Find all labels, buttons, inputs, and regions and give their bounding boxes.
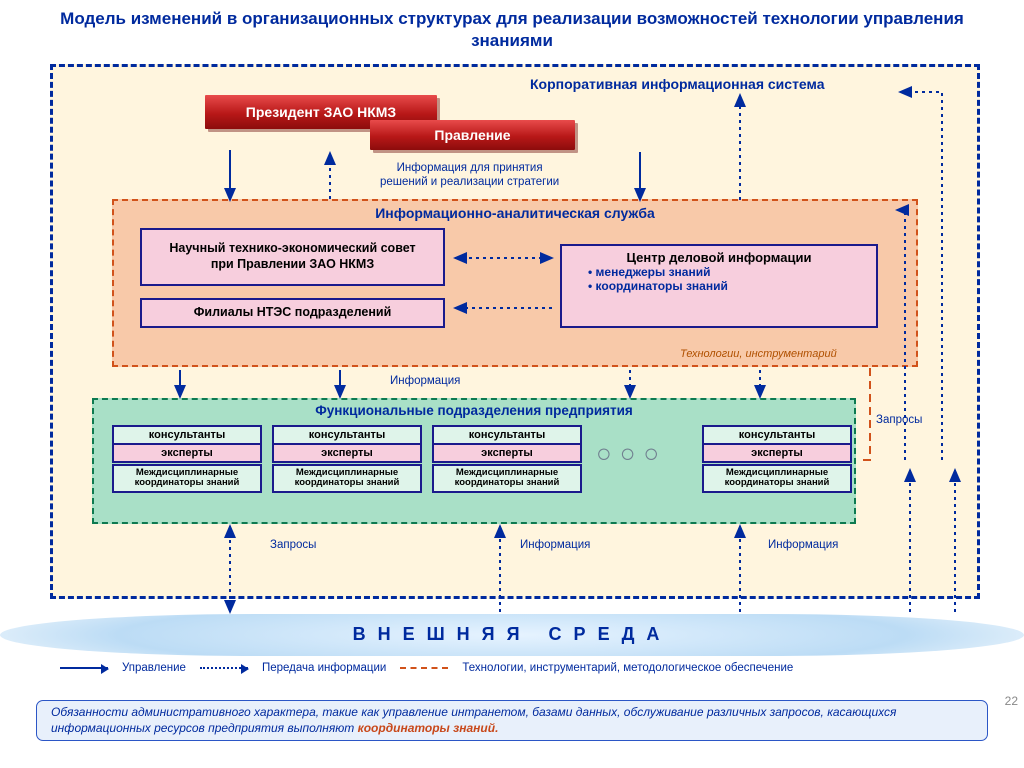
zaprosy-right: Запросы [876, 414, 922, 426]
cdi-item-1: • координаторы знаний [570, 279, 868, 293]
info-strategy-line1: Информация для принятия [397, 162, 543, 174]
unit-1: консультанты эксперты Междисциплинарные … [272, 425, 422, 493]
tech-label: Технологии, инструментарий [680, 348, 837, 360]
external-env-label: ВНЕШНЯЯ СРЕДА [0, 624, 1024, 645]
legend-solid-text: Управление [122, 662, 186, 674]
ntec-box: Научный технико-экономический совет при … [140, 228, 445, 286]
unit-coordinators: Междисциплинарные координаторы знаний [702, 464, 852, 493]
footnote-keyword: координаторы знаний. [358, 721, 499, 735]
info-middle-label: Информация [390, 375, 460, 387]
cdi-box: Центр деловой информации • менеджеры зна… [560, 244, 878, 328]
legend: Управление Передача информации Технологи… [60, 662, 793, 674]
unit-consultants: консультанты [432, 425, 582, 445]
unit-experts: эксперты [702, 445, 852, 463]
unit-coordinators: Междисциплинарные координаторы знаний [112, 464, 262, 493]
zaprosy-bottom: Запросы [270, 539, 316, 551]
unit-consultants: консультанты [112, 425, 262, 445]
unit-coordinators: Междисциплинарные координаторы знаний [432, 464, 582, 493]
cdi-item-0: • менеджеры знаний [570, 265, 868, 279]
info-right: Информация [768, 539, 838, 551]
diagram-title: Модель изменений в организационных струк… [0, 0, 1024, 56]
unit-experts: эксперты [272, 445, 422, 463]
unit-3: консультанты эксперты Междисциплинарные … [702, 425, 852, 493]
legend-dotted-text: Передача информации [262, 662, 386, 674]
corporate-system-label: Корпоративная информационная система [530, 76, 825, 92]
footnote: Обязанности административного характера,… [36, 700, 988, 741]
info-strategy-line2: решений и реализации стратегии [380, 176, 559, 188]
info-strategy-label: Информация для принятия решений и реализ… [380, 162, 559, 190]
legend-dotted-icon [200, 667, 248, 669]
unit-0: консультанты эксперты Междисциплинарные … [112, 425, 262, 493]
info-from-func: Информация [520, 539, 590, 551]
ellipsis-icon: ○○○ [596, 438, 667, 469]
legend-dashed-icon [400, 667, 448, 669]
func-title: Функциональные подразделения предприятия [94, 400, 854, 418]
unit-consultants: консультанты [702, 425, 852, 445]
legend-solid-icon [60, 667, 108, 669]
unit-experts: эксперты [432, 445, 582, 463]
unit-consultants: консультанты [272, 425, 422, 445]
page-number: 22 [1005, 694, 1018, 708]
unit-2: консультанты эксперты Междисциплинарные … [432, 425, 582, 493]
filialy-box: Филиалы НТЭС подразделений [140, 298, 445, 328]
unit-coordinators: Междисциплинарные координаторы знаний [272, 464, 422, 493]
board-box: Правление [370, 120, 575, 150]
cdi-title: Центр деловой информации [570, 250, 868, 265]
ias-title: Информационно-аналитическая служба [114, 205, 916, 221]
unit-experts: эксперты [112, 445, 262, 463]
legend-dashed-text: Технологии, инструментарий, методологиче… [462, 662, 793, 674]
